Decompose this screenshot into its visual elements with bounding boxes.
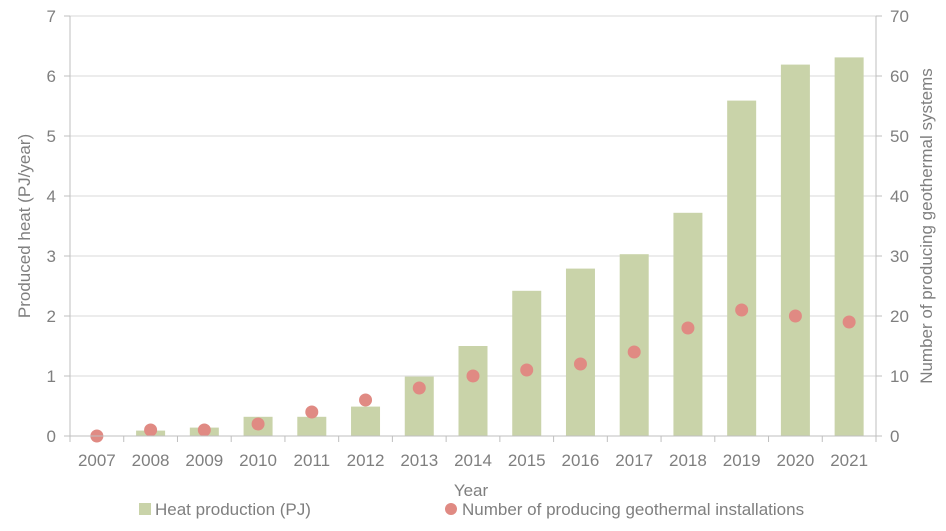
y2-tick-label: 40 (890, 187, 909, 206)
point (412, 381, 426, 395)
y-tick-label: 6 (47, 67, 56, 86)
y2-tick-label: 0 (890, 427, 899, 446)
point (520, 363, 534, 377)
x-tick-label: 2011 (294, 451, 331, 470)
legend-marker-installations (445, 503, 457, 515)
x-tick-label: 2007 (78, 451, 116, 470)
y2-axis-title: Number of producing geothermal systems (917, 68, 936, 384)
point (305, 405, 319, 419)
x-tick-label: 2014 (454, 451, 492, 470)
x-tick-label: 2013 (400, 451, 438, 470)
gridlines (70, 15, 876, 377)
bar (351, 406, 381, 436)
y2-tick-label: 10 (890, 367, 909, 386)
bars (136, 57, 864, 437)
y-tick-label: 3 (47, 247, 56, 266)
bar (619, 254, 649, 436)
point (144, 423, 158, 437)
x-tick-label: 2020 (776, 451, 814, 470)
point (735, 303, 749, 317)
y-tick-label: 5 (47, 127, 56, 146)
y-tick-label: 4 (47, 187, 56, 206)
bar (727, 100, 757, 436)
points (90, 303, 856, 443)
point (681, 321, 695, 335)
y2-tick-label: 60 (890, 67, 909, 86)
x-tick-label: 2018 (669, 451, 707, 470)
x-tick-label: 2016 (562, 451, 600, 470)
point (197, 423, 211, 437)
bar (458, 346, 488, 436)
legend-label-heat-production: Heat production (PJ) (155, 500, 311, 519)
point (466, 369, 480, 383)
bar (565, 268, 595, 436)
bar (297, 416, 327, 436)
x-tick-label: 2019 (723, 451, 761, 470)
point (359, 393, 373, 407)
legend-label-installations: Number of producing geothermal installat… (462, 500, 804, 519)
x-tick-label: 2012 (347, 451, 385, 470)
bar (834, 57, 864, 437)
x-tick-label: 2017 (615, 451, 653, 470)
x-tick-label: 2008 (132, 451, 170, 470)
x-axis-title: Year (454, 481, 489, 500)
x-tick-label: 2015 (508, 451, 546, 470)
point (627, 345, 641, 359)
legend: Heat production (PJ) Number of producing… (139, 500, 804, 519)
y-tick-label: 2 (47, 307, 56, 326)
point (251, 417, 265, 431)
y2-tick-label: 30 (890, 247, 909, 266)
y-tick-label: 7 (47, 7, 56, 26)
x-tick-label: 2010 (239, 451, 277, 470)
y-axis-title: Produced heat (PJ/year) (15, 134, 34, 318)
legend-swatch-heat-production (139, 503, 151, 515)
y-tick-label: 1 (47, 367, 56, 386)
bar (780, 64, 810, 436)
y2-tick-label: 20 (890, 307, 909, 326)
y2-tick-label: 50 (890, 127, 909, 146)
y-tick-label: 0 (47, 427, 56, 446)
bar (512, 290, 542, 436)
x-tick-label: 2021 (830, 451, 868, 470)
point (842, 315, 856, 329)
y2-tick-label: 70 (890, 7, 909, 26)
x-tick-label: 2009 (185, 451, 223, 470)
point (573, 357, 587, 371)
point (788, 309, 802, 323)
axes (64, 15, 882, 442)
